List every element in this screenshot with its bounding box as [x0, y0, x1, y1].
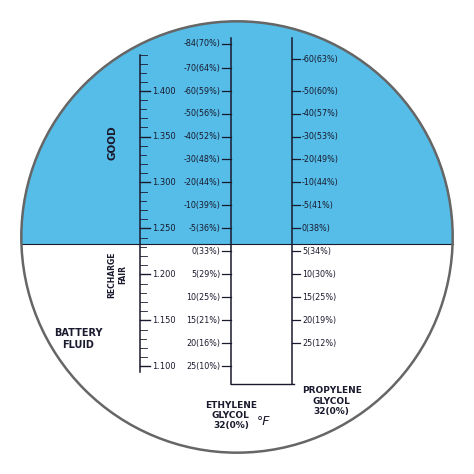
Text: -10(39%): -10(39%) — [183, 201, 220, 210]
Text: 25(10%): 25(10%) — [186, 362, 220, 371]
Text: -60(63%): -60(63%) — [302, 55, 339, 64]
Text: PROPYLENE
GLYCOL
32(0%): PROPYLENE GLYCOL 32(0%) — [302, 386, 362, 416]
Text: 20(19%): 20(19%) — [302, 316, 336, 325]
Text: -50(60%): -50(60%) — [302, 87, 339, 95]
Text: -20(44%): -20(44%) — [183, 178, 220, 187]
Text: 25(12%): 25(12%) — [302, 339, 336, 347]
Text: -40(57%): -40(57%) — [302, 109, 339, 118]
Text: 1.400: 1.400 — [152, 87, 176, 95]
Text: 5(34%): 5(34%) — [302, 247, 331, 255]
Text: -60(59%): -60(59%) — [183, 87, 220, 95]
Text: -20(49%): -20(49%) — [302, 155, 339, 164]
Text: 1.300: 1.300 — [152, 178, 176, 187]
Text: -5(36%): -5(36%) — [189, 224, 220, 233]
Text: 15(25%): 15(25%) — [302, 293, 336, 301]
Text: °F: °F — [256, 415, 270, 428]
Text: 10(25%): 10(25%) — [186, 293, 220, 301]
Text: 10(30%): 10(30%) — [302, 270, 336, 279]
Text: 5(29%): 5(29%) — [191, 270, 220, 279]
Text: -5(41%): -5(41%) — [302, 201, 334, 210]
Text: 1.250: 1.250 — [152, 224, 176, 233]
Text: 1.350: 1.350 — [152, 132, 176, 141]
Text: BATTERY
FLUID: BATTERY FLUID — [54, 328, 102, 350]
Text: -30(48%): -30(48%) — [183, 155, 220, 164]
Text: FAIR: FAIR — [118, 265, 127, 284]
Text: 20(16%): 20(16%) — [186, 339, 220, 347]
Text: ETHYLENE
GLYCOL
32(0%): ETHYLENE GLYCOL 32(0%) — [205, 401, 257, 430]
Text: 1.100: 1.100 — [152, 362, 176, 371]
Circle shape — [21, 21, 453, 453]
Text: -84(70%): -84(70%) — [183, 39, 220, 48]
Text: 0(33%): 0(33%) — [191, 247, 220, 255]
Text: 1.150: 1.150 — [152, 316, 176, 325]
Text: -10(44%): -10(44%) — [302, 178, 339, 187]
Text: -30(53%): -30(53%) — [302, 132, 339, 141]
Text: 0(38%): 0(38%) — [302, 224, 331, 233]
Bar — [17, 244, 457, 457]
Text: -70(64%): -70(64%) — [183, 64, 220, 73]
Text: 1.200: 1.200 — [152, 270, 176, 279]
Text: -40(52%): -40(52%) — [183, 132, 220, 141]
Text: 15(21%): 15(21%) — [186, 316, 220, 325]
Text: GOOD: GOOD — [108, 125, 118, 160]
Text: -50(56%): -50(56%) — [183, 109, 220, 118]
Text: RECHARGE: RECHARGE — [108, 252, 116, 298]
